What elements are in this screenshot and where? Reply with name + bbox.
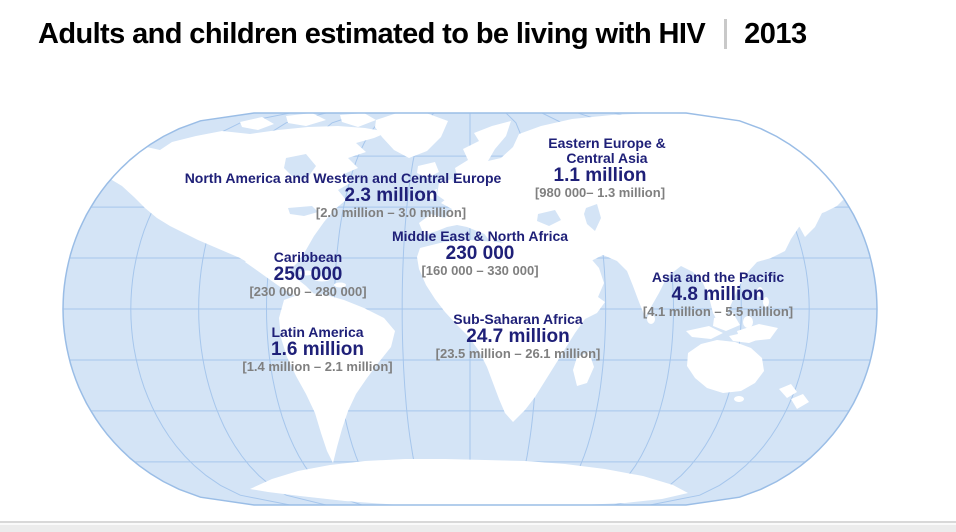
island-arctic-3 xyxy=(340,113,376,127)
region-label-eastern-europe-central-asia: Eastern Europe & Central Asia 1.1 millio… xyxy=(527,135,687,200)
continent-north-america xyxy=(106,126,388,298)
region-name: Sub-Saharan Africa xyxy=(453,311,583,327)
region-range: [230 000 – 280 000] xyxy=(249,284,367,299)
region-name: Latin America xyxy=(271,324,364,340)
continent-eurasia xyxy=(419,113,868,328)
region-name: Asia and the Pacific xyxy=(651,269,785,285)
region-name: Middle East & North Africa xyxy=(391,228,569,244)
region-name: North America and Western and Central Eu… xyxy=(184,170,502,186)
region-value: 24.7 million xyxy=(466,326,570,347)
graticule-meridian xyxy=(401,113,435,505)
title-separator xyxy=(724,19,728,49)
peninsula-greece xyxy=(507,217,523,233)
continent-antarctica xyxy=(250,459,688,505)
region-range: [2.0 million – 3.0 million] xyxy=(315,205,467,220)
region-label-north-america-western-central-europe: North America and Western and Central Eu… xyxy=(143,170,543,220)
continent-central-america xyxy=(245,258,303,296)
region-range: [4.1 million – 5.5 million] xyxy=(642,304,794,319)
region-value: 230 000 xyxy=(445,243,515,264)
region-name: Caribbean xyxy=(273,249,343,265)
island-sri-lanka xyxy=(647,314,655,324)
region-name: Eastern Europe & Central Asia xyxy=(548,135,666,166)
water-hudson-bay xyxy=(284,154,316,180)
island-borneo xyxy=(713,313,740,331)
water-caspian-sea xyxy=(584,204,601,231)
island-arctic-2 xyxy=(286,113,326,126)
region-range: [160 000 – 330 000] xyxy=(421,263,539,278)
island-arctic-1 xyxy=(240,117,274,130)
footer-bar xyxy=(0,521,956,532)
map-outline xyxy=(62,112,878,506)
island-iceland xyxy=(417,162,439,178)
region-label-middle-east-north-africa: Middle East & North Africa 230 000 [160 … xyxy=(374,228,586,278)
island-caribbean-3 xyxy=(334,282,346,288)
island-tasmania xyxy=(734,396,744,402)
island-new-zealand-south xyxy=(791,394,809,409)
region-value: 250 000 xyxy=(273,264,343,285)
region-label-asia-and-the-pacific: Asia and the Pacific 4.8 million [4.1 mi… xyxy=(623,269,813,319)
page-title: Adults and children estimated to be livi… xyxy=(38,17,706,50)
region-label-caribbean: Caribbean 250 000 [230 000 – 280 000] xyxy=(228,249,388,299)
region-label-sub-saharan-africa: Sub-Saharan Africa 24.7 million [23.5 mi… xyxy=(418,311,618,361)
water-great-lakes xyxy=(288,206,318,216)
region-range: [23.5 million – 26.1 million] xyxy=(435,346,601,361)
island-sulawesi xyxy=(743,316,753,328)
water-black-sea xyxy=(537,210,561,226)
title-year: 2013 xyxy=(744,17,807,50)
island-japan xyxy=(799,200,822,237)
island-philippines-2 xyxy=(763,297,769,307)
region-range: [1.4 million – 2.1 million] xyxy=(242,359,393,374)
island-new-zealand-north xyxy=(779,384,797,398)
peninsula-italy xyxy=(477,214,499,243)
island-sumatra xyxy=(686,326,723,339)
region-value: 4.8 million xyxy=(671,284,765,305)
island-ireland xyxy=(426,189,437,200)
region-value: 2.3 million xyxy=(344,185,438,206)
island-new-guinea xyxy=(737,324,778,341)
island-greenland xyxy=(375,113,448,158)
region-label-latin-america: Latin America 1.6 million [1.4 million –… xyxy=(225,324,410,374)
island-madagascar xyxy=(573,352,594,386)
continent-south-america xyxy=(279,293,395,463)
region-range: [980 000– 1.3 million] xyxy=(534,185,666,200)
continents xyxy=(106,113,868,505)
island-caribbean-2 xyxy=(314,276,330,282)
region-value: 1.6 million xyxy=(271,339,364,360)
island-philippines-1 xyxy=(757,287,763,297)
inland-water xyxy=(284,154,601,231)
continent-australia xyxy=(687,340,764,393)
title-bar: Adults and children estimated to be livi… xyxy=(38,14,807,54)
region-value: 1.1 million xyxy=(553,165,647,186)
island-caribbean-1 xyxy=(299,270,313,276)
